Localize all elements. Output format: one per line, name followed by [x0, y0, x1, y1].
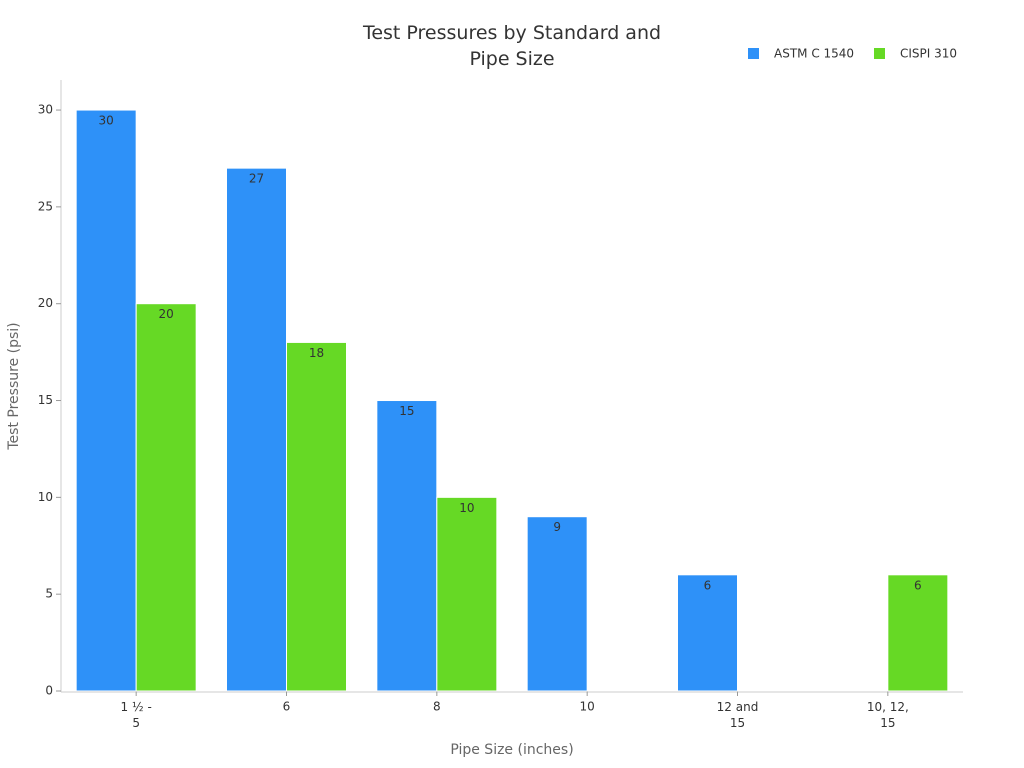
- x-tick-label: 8: [433, 700, 441, 714]
- value-label: 15: [399, 404, 414, 418]
- value-label: 6: [704, 578, 712, 592]
- legend-swatch: [748, 48, 759, 59]
- x-tick-label: 10: [580, 700, 595, 714]
- legend-label: ASTM C 1540: [774, 47, 854, 61]
- x-axis-title: Pipe Size (inches): [450, 742, 573, 758]
- value-label: 30: [99, 114, 114, 128]
- value-label: 27: [249, 172, 264, 186]
- x-tick-label: 10, 12, 15: [867, 700, 909, 730]
- y-axis-title: Test Pressure (psi): [6, 322, 22, 450]
- value-label: 20: [159, 307, 174, 321]
- bar: [526, 516, 588, 692]
- y-tick-label: 30: [38, 103, 53, 117]
- bar: [677, 574, 738, 692]
- y-tick-label: 20: [38, 296, 53, 310]
- legend-label: CISPI 310: [900, 47, 957, 61]
- x-tick-label: 6: [283, 700, 291, 714]
- bar: [286, 341, 347, 692]
- bar: [226, 167, 287, 692]
- legend-swatch: [874, 48, 885, 59]
- y-tick-label: 25: [38, 199, 53, 213]
- bar: [436, 496, 498, 692]
- y-tick-label: 0: [45, 684, 53, 698]
- bar: [135, 303, 197, 692]
- y-tick-label: 5: [45, 587, 53, 601]
- y-tick-label: 10: [38, 490, 53, 504]
- bar: [887, 574, 949, 692]
- value-label: 18: [309, 346, 324, 360]
- value-label: 10: [459, 501, 474, 515]
- value-label: 9: [553, 520, 561, 534]
- x-tick-label: 1 ½ -5: [121, 700, 152, 730]
- chart-title: Test Pressures by Standard and Pipe Size: [362, 22, 661, 70]
- x-tick-label: 12 and 15: [717, 700, 759, 730]
- y-tick-label: 15: [38, 393, 53, 407]
- bar: [376, 400, 438, 692]
- value-label: 6: [914, 578, 922, 592]
- bar: [75, 109, 137, 692]
